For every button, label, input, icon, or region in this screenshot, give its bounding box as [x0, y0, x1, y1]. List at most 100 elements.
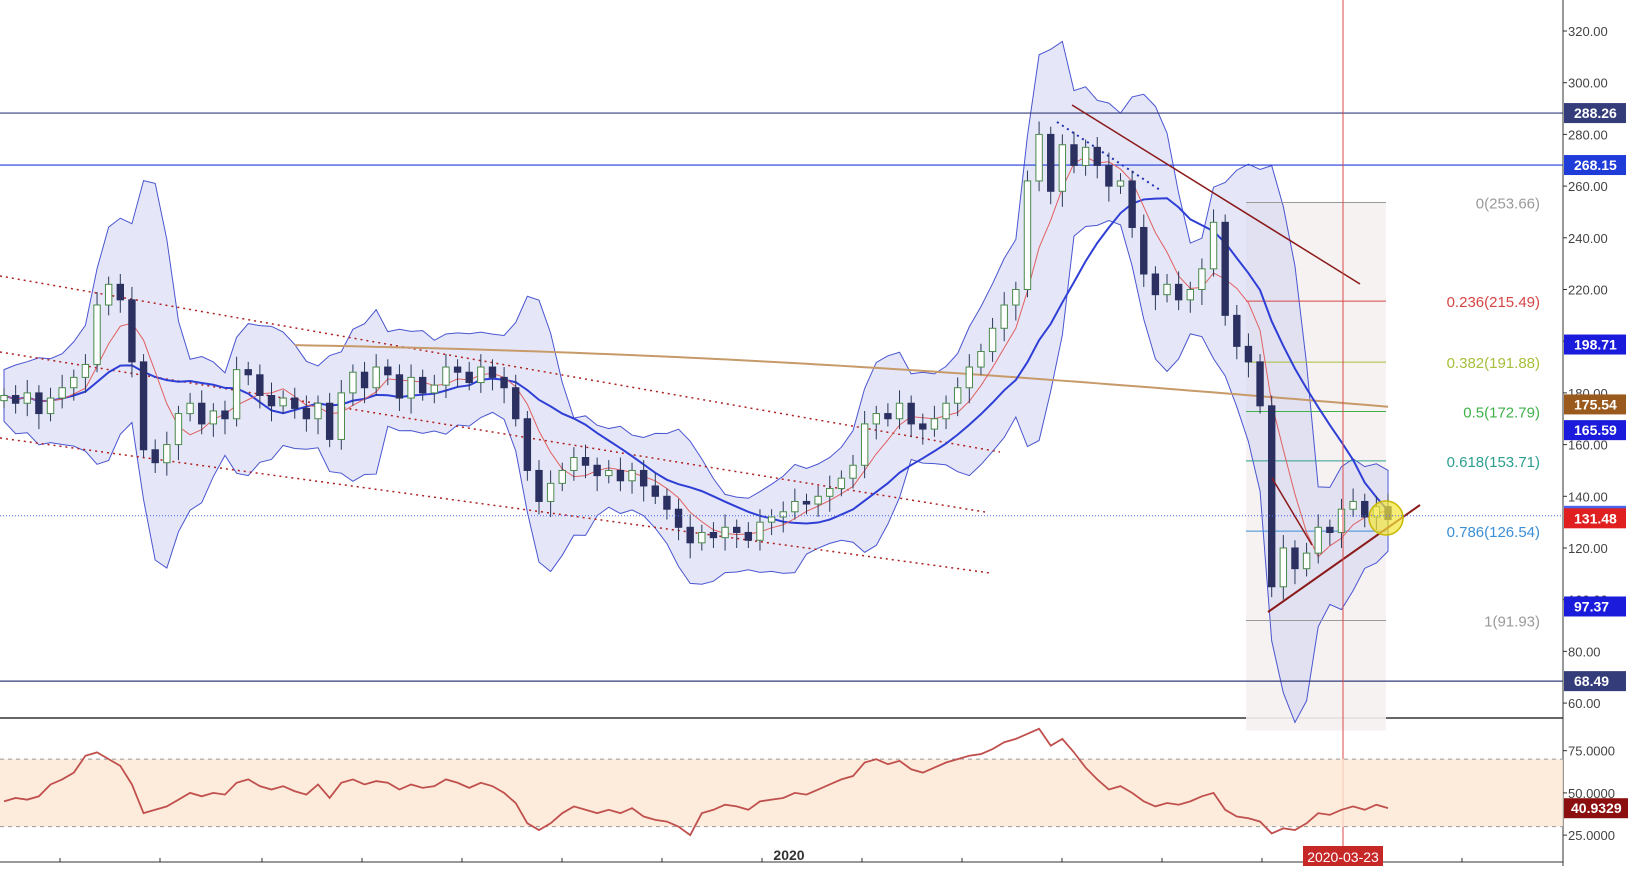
descending-trend-line [1071, 104, 1361, 285]
candle-body [733, 526, 741, 533]
candle-body [953, 387, 962, 404]
price-axis-tick-label: 320.00 [1568, 24, 1608, 39]
candle-body [81, 363, 90, 378]
candle-body [151, 449, 159, 464]
candle-body [1326, 526, 1334, 533]
channel-middle-line [0, 351, 986, 513]
candle-body [384, 366, 392, 376]
ma-200-line [294, 344, 1389, 408]
candle-body [1291, 547, 1299, 570]
level-price-tag: 268.15 [1574, 157, 1617, 173]
candle-body [291, 397, 299, 409]
level-price-tag-bg [1564, 155, 1626, 176]
oscillator-band-fill [0, 759, 1563, 827]
candle-body [1000, 304, 1008, 329]
candle-body [512, 387, 520, 420]
candle-body [1093, 146, 1101, 166]
candle-body [500, 376, 508, 389]
oscillator-axis-tick-label: 25.0000 [1568, 828, 1615, 843]
candle-body [267, 394, 276, 407]
candle-body [988, 327, 997, 353]
price-tag-bg [1564, 420, 1626, 441]
candle-body [570, 457, 578, 471]
candle-body [1361, 500, 1369, 518]
fib-level-label: 0.236(215.49) [1447, 294, 1540, 311]
candle-body [1302, 552, 1311, 570]
candle-body [116, 283, 125, 301]
highlight-circle [1368, 500, 1404, 536]
candle-body [163, 444, 171, 464]
candle-body [895, 402, 904, 420]
candle-body [942, 402, 950, 420]
oscillator-axis-tick-label: 75.0000 [1568, 744, 1615, 759]
candle-body [1012, 289, 1020, 306]
candle-body [593, 464, 601, 477]
candle-body [1081, 146, 1090, 166]
candle-body [791, 500, 799, 513]
candle-body [1128, 180, 1136, 228]
price-axis-tick-label: 160.00 [1568, 438, 1608, 453]
price-axis-tick-label: 240.00 [1568, 231, 1608, 246]
candle-body [837, 477, 846, 490]
level-price-tag-bg [1564, 671, 1626, 692]
candle-body [884, 413, 892, 420]
candle-body [826, 488, 834, 497]
candle-body [860, 423, 869, 466]
candle-body [198, 402, 206, 425]
time-axis-year-label: 2020 [773, 847, 804, 863]
candle-body [1047, 133, 1055, 192]
candle-body [1337, 508, 1346, 533]
oscillator-line [3, 727, 1389, 837]
candle-body [1279, 547, 1288, 588]
candle-body [128, 299, 136, 363]
candle-body [1151, 273, 1160, 296]
candle-body [756, 521, 764, 541]
candle-body [209, 410, 218, 425]
price-axis-tick-label: 140.00 [1568, 489, 1608, 504]
candle-body [930, 418, 939, 430]
candle-body [302, 407, 311, 420]
oscillator-axis-tick-label: 50.0000 [1568, 786, 1615, 801]
candle-body [907, 402, 915, 425]
candle-body [372, 366, 380, 389]
candle-body [663, 495, 671, 510]
price-tag: 165.59 [1574, 422, 1617, 438]
candle-body [1116, 180, 1125, 187]
candle-body [453, 366, 462, 373]
channel-lower-line [0, 437, 991, 574]
level-price-tag-bg [1564, 103, 1626, 124]
candle-body [46, 397, 55, 415]
candle-body [1023, 180, 1032, 291]
candle-body [442, 366, 450, 386]
candle-body [104, 283, 113, 306]
oscillator-value-tag-bg [1564, 798, 1628, 819]
candle-body [919, 423, 927, 430]
candle-body [1349, 500, 1357, 510]
candle-body [139, 361, 148, 451]
candle-body [418, 376, 427, 394]
candle-body [477, 366, 485, 384]
oscillator-value-tag: 40.9329 [1571, 800, 1622, 816]
candle-body [1174, 283, 1183, 301]
candle-body [232, 369, 241, 420]
price-tag: 175.54 [1574, 396, 1617, 412]
candle-body [965, 366, 974, 389]
candle-body [35, 392, 43, 415]
price-tag-bg [1564, 596, 1626, 617]
price-axis-tick-label: 300.00 [1568, 76, 1608, 91]
candle-body [1233, 314, 1241, 347]
price-axis-tick-label: 120.00 [1568, 541, 1608, 556]
candle-body [558, 469, 566, 484]
candle-body [546, 482, 555, 502]
candle-body [581, 457, 590, 466]
candle-body [616, 469, 625, 482]
price-tag: 131.48 [1574, 510, 1617, 526]
candle-body [1140, 226, 1148, 275]
level-price-tag: 68.49 [1574, 673, 1609, 689]
price-axis-tick-label: 80.00 [1568, 644, 1601, 659]
candle-body [186, 402, 194, 415]
candle-body [814, 495, 822, 505]
price-tag-bg [1564, 508, 1626, 529]
candle-body [1267, 405, 1276, 588]
